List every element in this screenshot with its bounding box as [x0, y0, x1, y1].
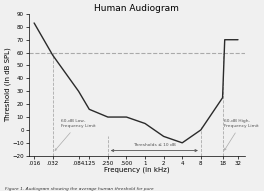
X-axis label: Frequency (in kHz): Frequency (in kHz) [104, 167, 170, 173]
Title: Human Audiogram: Human Audiogram [95, 4, 179, 13]
Text: Figure 1. Audiogram showing the average human threshold for pure: Figure 1. Audiogram showing the average … [5, 187, 154, 191]
Text: Thresholds ≤ 10 dB: Thresholds ≤ 10 dB [133, 143, 176, 147]
Y-axis label: Threshold (in dB SPL): Threshold (in dB SPL) [4, 47, 11, 122]
Text: 60-dB Low-
Frequency Limit: 60-dB Low- Frequency Limit [55, 119, 96, 151]
Text: 60-dB High-
Frequency Limit: 60-dB High- Frequency Limit [224, 119, 259, 150]
